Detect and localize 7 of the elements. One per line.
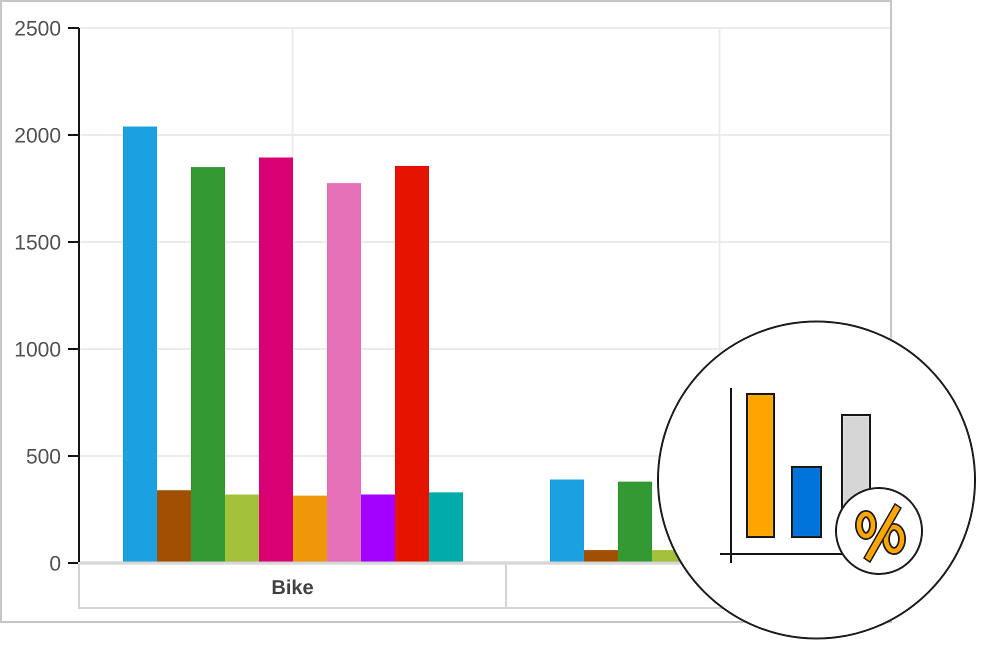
y-tick-label: 2000 (14, 124, 61, 148)
y-tick-label: 0 (49, 552, 61, 576)
y-tick-label: 2500 (14, 17, 61, 40)
y-tick-label: 1000 (14, 338, 61, 362)
y-tick-label: 1500 (14, 231, 61, 254)
x-tick-label: Bike (271, 577, 314, 599)
y-tick-label: 500 (26, 445, 61, 468)
